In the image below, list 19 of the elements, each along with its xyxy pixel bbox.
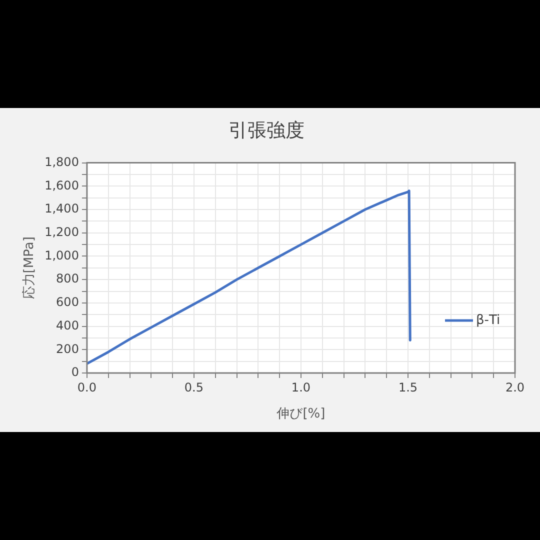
y-tick-label: 1,600 <box>44 178 79 192</box>
y-tick-label: 1,000 <box>44 248 79 262</box>
x-tick-label: 0.5 <box>184 380 204 394</box>
y-tick-label: 1,800 <box>44 154 79 169</box>
y-tick-label: 1,400 <box>44 202 79 216</box>
chart-title: 引張強度 <box>228 119 304 142</box>
y-tick-label: 600 <box>56 295 79 310</box>
y-tick-label: 0 <box>71 365 79 380</box>
y-tick-label: 200 <box>56 342 79 356</box>
x-tick-label: 2.0 <box>505 380 525 394</box>
y-tick-label: 400 <box>56 318 79 332</box>
x-axis-title: 伸び[%] <box>276 406 326 422</box>
y-tick-label: 1,200 <box>44 224 79 239</box>
y-tick-label: 800 <box>56 272 79 286</box>
x-tick-label: 1.0 <box>291 380 311 394</box>
x-tick-label: 1.5 <box>398 380 418 394</box>
x-tick-label: 0.0 <box>77 380 96 394</box>
y-axis-title: 応力[MPa] <box>21 236 38 300</box>
legend-label: β-Ti <box>476 312 500 328</box>
